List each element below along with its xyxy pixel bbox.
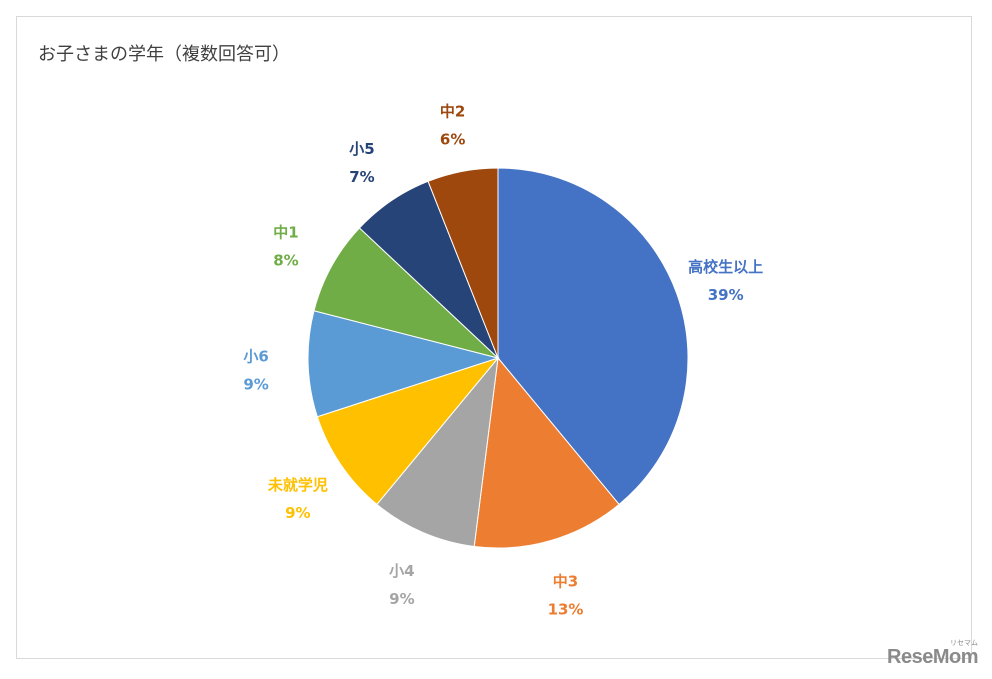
- slice-value-label: 8%: [273, 251, 298, 269]
- pie-slice: [307, 310, 500, 418]
- resemom-logo: リセマム ReseMom: [887, 640, 978, 669]
- pie-slice: [376, 356, 499, 548]
- slice-value-label: 6%: [440, 130, 465, 148]
- pie-slice: [316, 356, 500, 506]
- slice-value-label: 9%: [285, 504, 310, 522]
- slice-value-label: 9%: [389, 590, 414, 608]
- slice-category-label: 小5: [349, 140, 374, 158]
- resemom-logo-sub: リセマム: [950, 640, 978, 647]
- slice-category-label: 未就学児: [267, 476, 328, 494]
- slice-category-label: 小6: [243, 348, 268, 366]
- slice-category-label: 中1: [273, 223, 298, 241]
- pie-slice: [427, 167, 499, 359]
- slice-value-label: 9%: [243, 376, 268, 394]
- slice-value-label: 39%: [708, 286, 744, 304]
- chart-title: お子さまの学年（複数回答可）: [38, 44, 290, 65]
- slice-value-label: 13%: [548, 600, 584, 618]
- slice-value-label: 7%: [349, 168, 374, 186]
- resemom-logo-text: ReseMom: [887, 646, 978, 668]
- slice-category-label: 高校生以上: [688, 258, 763, 276]
- pie-slice: [497, 167, 689, 506]
- slice-category-label: 中3: [553, 572, 578, 590]
- pie-slice: [313, 227, 499, 359]
- slice-category-label: 中2: [440, 102, 465, 120]
- slice-category-label: 小4: [389, 562, 414, 580]
- pie-slice: [473, 356, 620, 549]
